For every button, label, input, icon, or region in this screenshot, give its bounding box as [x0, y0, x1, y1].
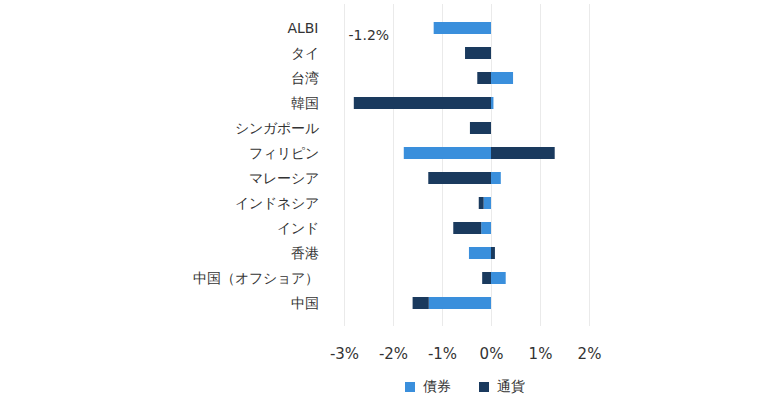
svg-text:1%: 1%	[529, 345, 553, 363]
svg-text:-1.2%: -1.2%	[349, 27, 390, 43]
svg-text:0%: 0%	[480, 345, 504, 363]
svg-text:-3%: -3%	[330, 345, 359, 363]
svg-text:インド: インド	[277, 220, 319, 236]
svg-text:-1%: -1%	[428, 345, 457, 363]
svg-text:フィリピン: フィリピン	[249, 145, 319, 161]
svg-text:香港: 香港	[291, 245, 319, 261]
svg-text:タイ: タイ	[291, 45, 319, 61]
html-text:通貨: 通貨	[497, 378, 525, 394]
svg-text:シンガポール: シンガポール	[235, 120, 319, 136]
svg-text:-2%: -2%	[379, 345, 408, 363]
svg-text:マレーシア: マレーシア	[249, 170, 319, 186]
html-text:債券: 債券	[423, 378, 451, 394]
svg-text:インドネシア: インドネシア	[235, 195, 319, 211]
svg-text:韓国: 韓国	[291, 95, 319, 111]
svg-text:ALBI: ALBI	[287, 20, 318, 36]
svg-text:台湾: 台湾	[291, 70, 319, 86]
svg-text:中国（オフショア）: 中国（オフショア）	[193, 270, 319, 286]
svg-text:2%: 2%	[578, 345, 602, 363]
svg-text:中国: 中国	[291, 295, 319, 311]
